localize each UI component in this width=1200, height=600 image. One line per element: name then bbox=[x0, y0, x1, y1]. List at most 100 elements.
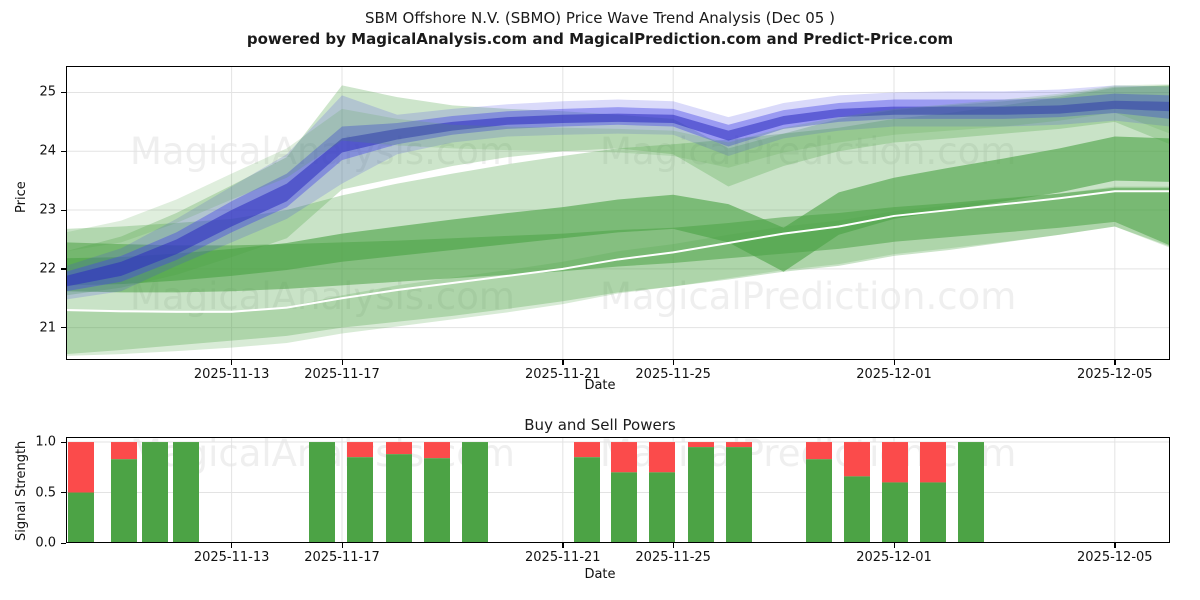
signal-bar[interactable] bbox=[806, 442, 832, 543]
price-x-tick-mark bbox=[341, 360, 343, 365]
signal-y-tick-label: 1.0 bbox=[35, 434, 56, 450]
sell-power-segment[interactable] bbox=[688, 442, 714, 448]
signal-x-tick-mark bbox=[672, 543, 674, 548]
signal-y-tick-mark bbox=[61, 542, 66, 544]
price-x-tick-mark bbox=[893, 360, 895, 365]
sell-power-segment[interactable] bbox=[649, 442, 675, 473]
sell-power-segment[interactable] bbox=[844, 442, 870, 477]
signal-bar[interactable] bbox=[844, 442, 870, 543]
signal-bar[interactable] bbox=[111, 442, 137, 543]
wave-band-pale-green-upper-wedge bbox=[66, 84, 1170, 252]
sell-power-segment[interactable] bbox=[611, 442, 637, 473]
signal-bar[interactable] bbox=[958, 442, 984, 543]
signal-bar[interactable] bbox=[649, 442, 675, 543]
sell-power-segment[interactable] bbox=[347, 442, 373, 458]
price-axis-label: Price bbox=[14, 181, 29, 213]
signal-bar[interactable] bbox=[882, 442, 908, 543]
sell-power-segment[interactable] bbox=[882, 442, 908, 483]
signal-bar[interactable] bbox=[574, 442, 600, 543]
signal-y-tick-mark bbox=[61, 441, 66, 443]
buy-sell-axes-frame bbox=[66, 437, 1170, 543]
signal-x-tick-mark bbox=[893, 543, 895, 548]
price-y-tick-mark bbox=[61, 150, 66, 153]
signal-x-tick-label: 2025-11-21 bbox=[525, 550, 601, 565]
signal-x-tick-mark bbox=[231, 543, 233, 548]
signal-bar[interactable] bbox=[611, 442, 637, 543]
signal-bar[interactable] bbox=[347, 442, 373, 543]
buy-power-segment[interactable] bbox=[142, 442, 168, 543]
signal-x-tick-label: 2025-11-13 bbox=[193, 550, 270, 565]
signal-strength-axis-label: Signal Strength bbox=[14, 440, 29, 541]
signal-y-tick-mark bbox=[61, 492, 66, 494]
buy-power-segment[interactable] bbox=[649, 472, 675, 543]
price-y-tick-label: 25 bbox=[39, 84, 56, 100]
signal-bar[interactable] bbox=[173, 442, 199, 543]
signal-bar[interactable] bbox=[920, 442, 946, 543]
signal-x-tick-label: 2025-11-25 bbox=[635, 550, 711, 565]
price-y-tick-mark bbox=[61, 268, 66, 270]
signal-bar[interactable] bbox=[424, 442, 450, 543]
price-y-tick-label: 23 bbox=[39, 202, 56, 218]
buy-power-segment[interactable] bbox=[424, 458, 450, 543]
sell-power-segment[interactable] bbox=[806, 442, 832, 460]
price-wave-plot-area bbox=[66, 66, 1170, 360]
price-y-tick-label: 21 bbox=[39, 320, 56, 336]
buy-power-segment[interactable] bbox=[347, 457, 373, 543]
price-y-tick-mark bbox=[61, 91, 66, 94]
sell-power-segment[interactable] bbox=[424, 442, 450, 459]
signal-bar[interactable] bbox=[386, 442, 412, 543]
buy-power-segment[interactable] bbox=[882, 482, 908, 543]
buy-power-segment[interactable] bbox=[574, 457, 600, 543]
price-y-tick-mark bbox=[61, 327, 66, 329]
buy-power-segment[interactable] bbox=[111, 459, 137, 543]
sell-power-segment[interactable] bbox=[386, 442, 412, 455]
signal-bar[interactable] bbox=[462, 442, 488, 543]
sell-power-segment[interactable] bbox=[68, 442, 94, 493]
signal-bar[interactable] bbox=[688, 442, 714, 543]
buy-power-segment[interactable] bbox=[806, 459, 832, 543]
buy-power-segment[interactable] bbox=[688, 447, 714, 543]
price-y-tick-label: 22 bbox=[39, 261, 56, 277]
price-x-tick-label: 2025-12-01 bbox=[856, 367, 932, 382]
wave-band-green-rising-wedge bbox=[66, 85, 1170, 296]
sell-power-segment[interactable] bbox=[111, 442, 137, 460]
page-subtitle: powered by MagicalAnalysis.com and Magic… bbox=[246, 30, 954, 48]
wave-band-deep-green-core bbox=[66, 136, 1170, 286]
buy-power-segment[interactable] bbox=[173, 442, 199, 543]
price-x-tick-label: 2025-11-17 bbox=[304, 367, 380, 382]
buy-power-segment[interactable] bbox=[844, 476, 870, 543]
signal-y-tick-label: 0.0 bbox=[35, 535, 56, 551]
price-x-tick-label: 2025-11-13 bbox=[193, 367, 270, 382]
date-axis-label-bottom: Date bbox=[584, 567, 616, 582]
price-y-tick-label: 24 bbox=[39, 143, 56, 159]
signal-x-tick-mark bbox=[341, 543, 343, 548]
price-x-tick-mark bbox=[562, 360, 564, 365]
buy-power-segment[interactable] bbox=[920, 482, 946, 543]
buy-power-segment[interactable] bbox=[958, 442, 984, 543]
signal-x-tick-label: 2025-11-17 bbox=[304, 550, 380, 565]
signal-bar[interactable] bbox=[309, 442, 335, 543]
buy-power-segment[interactable] bbox=[611, 472, 637, 543]
signal-bar[interactable] bbox=[726, 442, 752, 543]
signal-x-tick-label: 2025-12-01 bbox=[856, 550, 932, 565]
buy-power-segment[interactable] bbox=[726, 447, 752, 543]
buy-power-segment[interactable] bbox=[462, 442, 488, 543]
buy-power-segment[interactable] bbox=[386, 454, 412, 543]
buy-sell-plot-area bbox=[66, 437, 1170, 543]
price-y-tick-mark bbox=[61, 209, 66, 211]
signal-bar[interactable] bbox=[142, 442, 168, 543]
sell-power-segment[interactable] bbox=[920, 442, 946, 483]
page-title: SBM Offshore N.V. (SBMO) Price Wave Tren… bbox=[365, 9, 835, 27]
sell-power-segment[interactable] bbox=[726, 442, 752, 448]
wave-band-lower-green-outer bbox=[66, 186, 1170, 356]
chart-title-block: SBM Offshore N.V. (SBMO) Price Wave Tren… bbox=[0, 8, 1200, 50]
price-x-tick-label: 2025-12-05 bbox=[1077, 367, 1153, 382]
price-x-tick-mark bbox=[1114, 360, 1116, 365]
buy-power-segment[interactable] bbox=[309, 442, 335, 543]
signal-y-tick-label: 0.5 bbox=[35, 485, 56, 501]
buy-power-segment[interactable] bbox=[68, 492, 94, 543]
signal-bar[interactable] bbox=[68, 442, 94, 543]
sell-power-segment[interactable] bbox=[574, 442, 600, 458]
date-axis-label-top: Date bbox=[584, 378, 616, 393]
